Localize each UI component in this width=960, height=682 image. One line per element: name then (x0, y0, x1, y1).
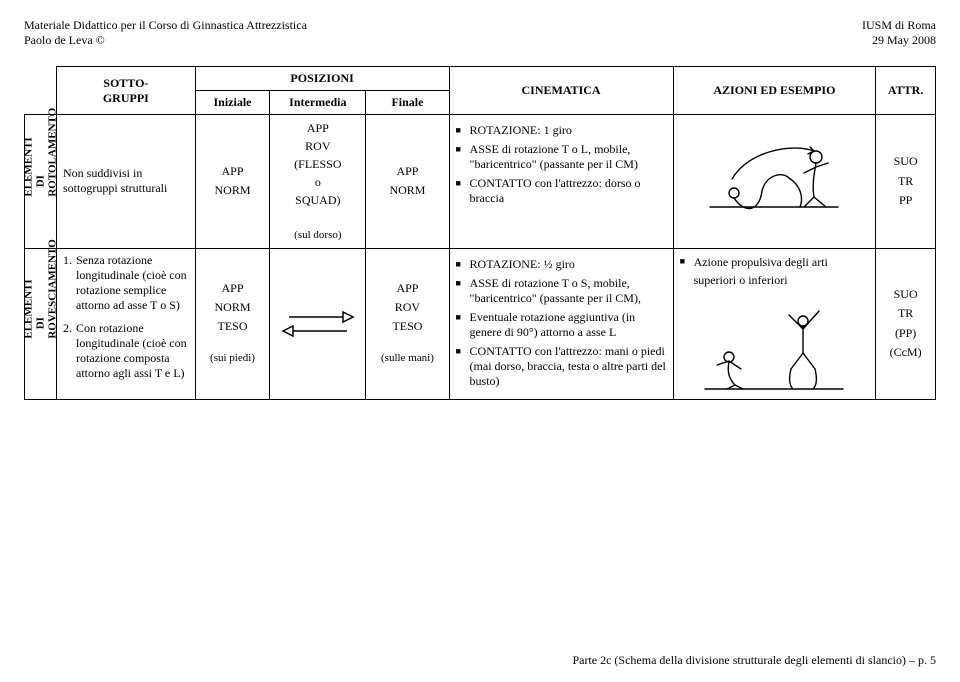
cin-item: ASSE di rotazione T o S, mobile, "barice… (470, 276, 667, 306)
cin-item: Eventuale rotazione aggiuntiva (in gener… (470, 310, 667, 340)
col-attr: ATTR. (876, 67, 936, 115)
col-sottogruppi: SOTTO- GRUPPI (57, 67, 196, 115)
intermedia-cell (270, 248, 366, 399)
table-row: ELEMENTI DI ROVESCIAMENTO 1. Senza rotaz… (25, 248, 936, 399)
attr-cell: SUO TR PP (876, 115, 936, 249)
header-left-2: Paolo de Leva © (24, 33, 307, 48)
intermedia-cell: APP ROV (FLESSO o SQUAD) (sul dorso) (270, 115, 366, 249)
list-text: Senza rotazione longitudinale (cioè con … (76, 253, 189, 313)
attr-cell: SUO TR (PP) (CcM) (876, 248, 936, 399)
list-number: 2. (63, 321, 72, 381)
rovesciamento-sketch-icon (699, 295, 849, 395)
page-footer: Parte 2c (Schema della divisione struttu… (572, 653, 936, 668)
col-cinematica: CINEMATICA (449, 67, 673, 115)
header-right-2: 29 May 2008 (862, 33, 936, 48)
col-azioni: AZIONI ED ESEMPIO (673, 67, 876, 115)
col-iniziale: Iniziale (195, 91, 270, 115)
cinematica-cell: ROTAZIONE: 1 giro ASSE di rotazione T o … (449, 115, 673, 249)
cin-item: ROTAZIONE: ½ giro (470, 257, 667, 272)
cin-item: CONTATTO con l'attrezzo: mani o piedi (m… (470, 344, 667, 389)
cinematica-cell: ROTAZIONE: ½ giro ASSE di rotazione T o … (449, 248, 673, 399)
double-arrow-icon (279, 303, 357, 345)
col-finale: Finale (366, 91, 449, 115)
iniziale-cell: APP NORM (195, 115, 270, 249)
finale-cell: APP ROV TESO (sulle mani) (366, 248, 449, 399)
cin-item: ROTAZIONE: 1 giro (470, 123, 667, 138)
azione-text: Azione propulsiva degli arti superiori o… (694, 253, 870, 289)
col-posizioni: POSIZIONI (195, 67, 449, 91)
group-rotolamento: ELEMENTI DI ROTOLAMENTO (25, 115, 57, 249)
cin-item: CONTATTO con l'attrezzo: dorso o braccia (470, 176, 667, 206)
azione-cell (673, 115, 876, 249)
rotolamento-sketch-icon (704, 123, 844, 213)
col-intermedia: Intermedia (270, 91, 366, 115)
cin-item: ASSE di rotazione T o L, mobile, "barice… (470, 142, 667, 172)
main-table: SOTTO- GRUPPI POSIZIONI CINEMATICA AZION… (24, 66, 936, 400)
table-row: ELEMENTI DI ROTOLAMENTO Non suddivisi in… (25, 115, 936, 249)
header-left-1: Materiale Didattico per il Corso di Ginn… (24, 18, 307, 33)
header-right-1: IUSM di Roma (862, 18, 936, 33)
sotto-cell: Non suddivisi in sottogruppi strutturali (57, 115, 196, 249)
page-header: Materiale Didattico per il Corso di Ginn… (24, 18, 936, 48)
azione-cell: Azione propulsiva degli arti superiori o… (673, 248, 876, 399)
list-text: Con rotazione longitudinale (cioè con ro… (76, 321, 189, 381)
iniziale-cell: APP NORM TESO (sui piedi) (195, 248, 270, 399)
list-number: 1. (63, 253, 72, 313)
sotto-cell: 1. Senza rotazione longitudinale (cioè c… (57, 248, 196, 399)
finale-cell: APP NORM (366, 115, 449, 249)
group-rovesciamento: ELEMENTI DI ROVESCIAMENTO (25, 248, 57, 399)
